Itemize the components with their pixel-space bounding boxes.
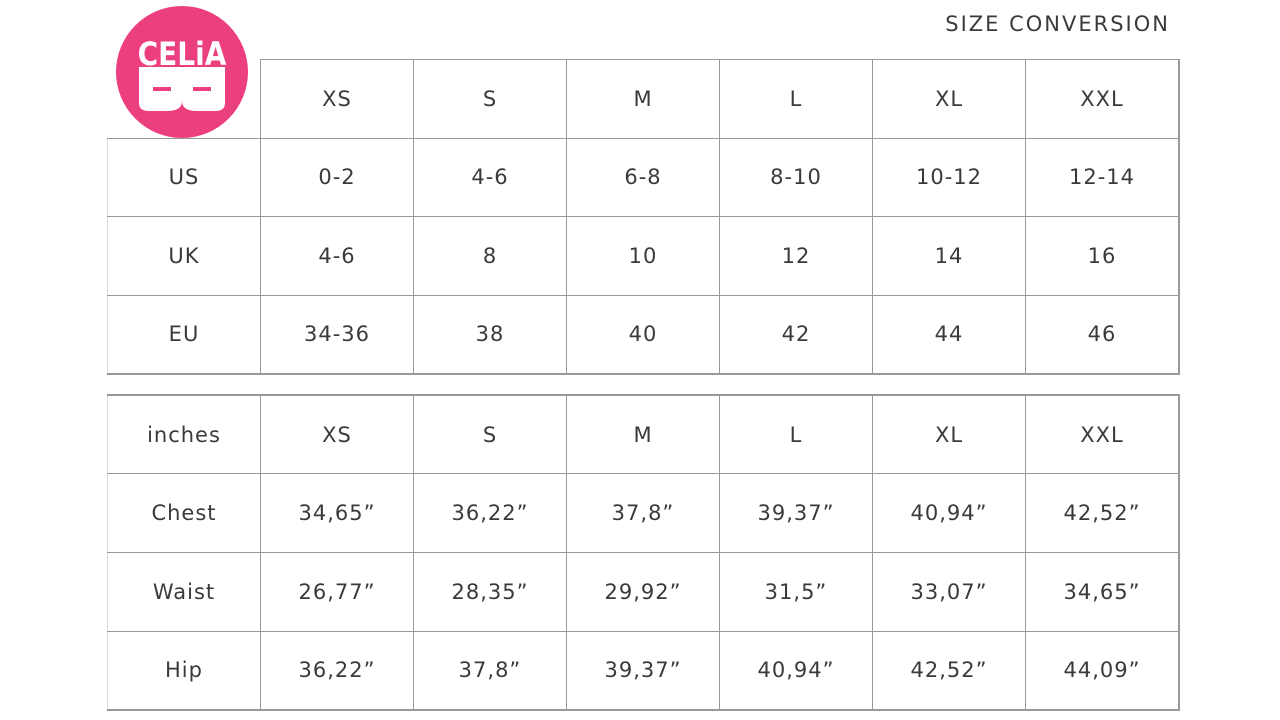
cell: 31,5” <box>719 551 873 632</box>
row-label: US <box>107 137 261 217</box>
table-row: EU 34-36 38 40 42 44 46 <box>107 294 1180 375</box>
table-row: US 0-2 4-6 6-8 8-10 10-12 12-14 <box>107 137 1180 217</box>
page-title: SIZE CONVERSION <box>945 12 1170 36</box>
cell: 6-8 <box>566 137 720 217</box>
unit-label: inches <box>107 394 261 475</box>
cell: 44,09” <box>1025 630 1180 711</box>
cell: 46 <box>1025 294 1180 375</box>
cell: 12-14 <box>1025 137 1180 217</box>
measurements-table: inches XS S M L XL XXL Chest 34,65” 36,2… <box>107 394 1180 711</box>
row-label: Waist <box>107 551 261 632</box>
cell: 40,94” <box>719 630 873 711</box>
header-cell: XXL <box>1025 394 1180 475</box>
size-conversion-table: XS S M L XL XXL US 0-2 4-6 6-8 8-10 10-1… <box>107 59 1180 375</box>
header-cell: XXL <box>1025 59 1180 139</box>
header-cell: XS <box>260 394 414 475</box>
table-row: Waist 26,77” 28,35” 29,92” 31,5” 33,07” … <box>107 551 1180 632</box>
cell: 36,22” <box>413 473 567 553</box>
cell: 40 <box>566 294 720 375</box>
header-cell: S <box>413 59 567 139</box>
cell: 28,35” <box>413 551 567 632</box>
table-header-row: XS S M L XL XXL <box>107 59 1180 139</box>
cell: 36,22” <box>260 630 414 711</box>
table-row: Hip 36,22” 37,8” 39,37” 40,94” 42,52” 44… <box>107 630 1180 711</box>
header-cell: XL <box>872 394 1026 475</box>
cell: 39,37” <box>719 473 873 553</box>
header-cell: S <box>413 394 567 475</box>
cell: 42 <box>719 294 873 375</box>
row-label: EU <box>107 294 261 375</box>
cell: 29,92” <box>566 551 720 632</box>
cell: 10 <box>566 216 720 296</box>
table-header-row: inches XS S M L XL XXL <box>107 394 1180 475</box>
cell: 34,65” <box>260 473 414 553</box>
cell: 37,8” <box>566 473 720 553</box>
header-cell: L <box>719 59 873 139</box>
cell: 10-12 <box>872 137 1026 217</box>
cell: 42,52” <box>1025 473 1180 553</box>
cell: 38 <box>413 294 567 375</box>
cell: 8-10 <box>719 137 873 217</box>
cell: 37,8” <box>413 630 567 711</box>
cell: 26,77” <box>260 551 414 632</box>
cell: 39,37” <box>566 630 720 711</box>
row-label: UK <box>107 216 261 296</box>
table-row: Chest 34,65” 36,22” 37,8” 39,37” 40,94” … <box>107 473 1180 553</box>
header-cell: L <box>719 394 873 475</box>
row-label: Chest <box>107 473 261 553</box>
table-row: UK 4-6 8 10 12 14 16 <box>107 216 1180 296</box>
cell: 42,52” <box>872 630 1026 711</box>
cell: 34,65” <box>1025 551 1180 632</box>
row-label: Hip <box>107 630 261 711</box>
cell: 4-6 <box>260 216 414 296</box>
header-cell: M <box>566 394 720 475</box>
cell: 8 <box>413 216 567 296</box>
cell: 4-6 <box>413 137 567 217</box>
cell: 33,07” <box>872 551 1026 632</box>
header-cell: XL <box>872 59 1026 139</box>
empty-cell <box>107 59 261 139</box>
cell: 40,94” <box>872 473 1026 553</box>
header-cell: XS <box>260 59 414 139</box>
header-cell: M <box>566 59 720 139</box>
cell: 34-36 <box>260 294 414 375</box>
cell: 44 <box>872 294 1026 375</box>
cell: 14 <box>872 216 1026 296</box>
cell: 16 <box>1025 216 1180 296</box>
cell: 0-2 <box>260 137 414 217</box>
cell: 12 <box>719 216 873 296</box>
